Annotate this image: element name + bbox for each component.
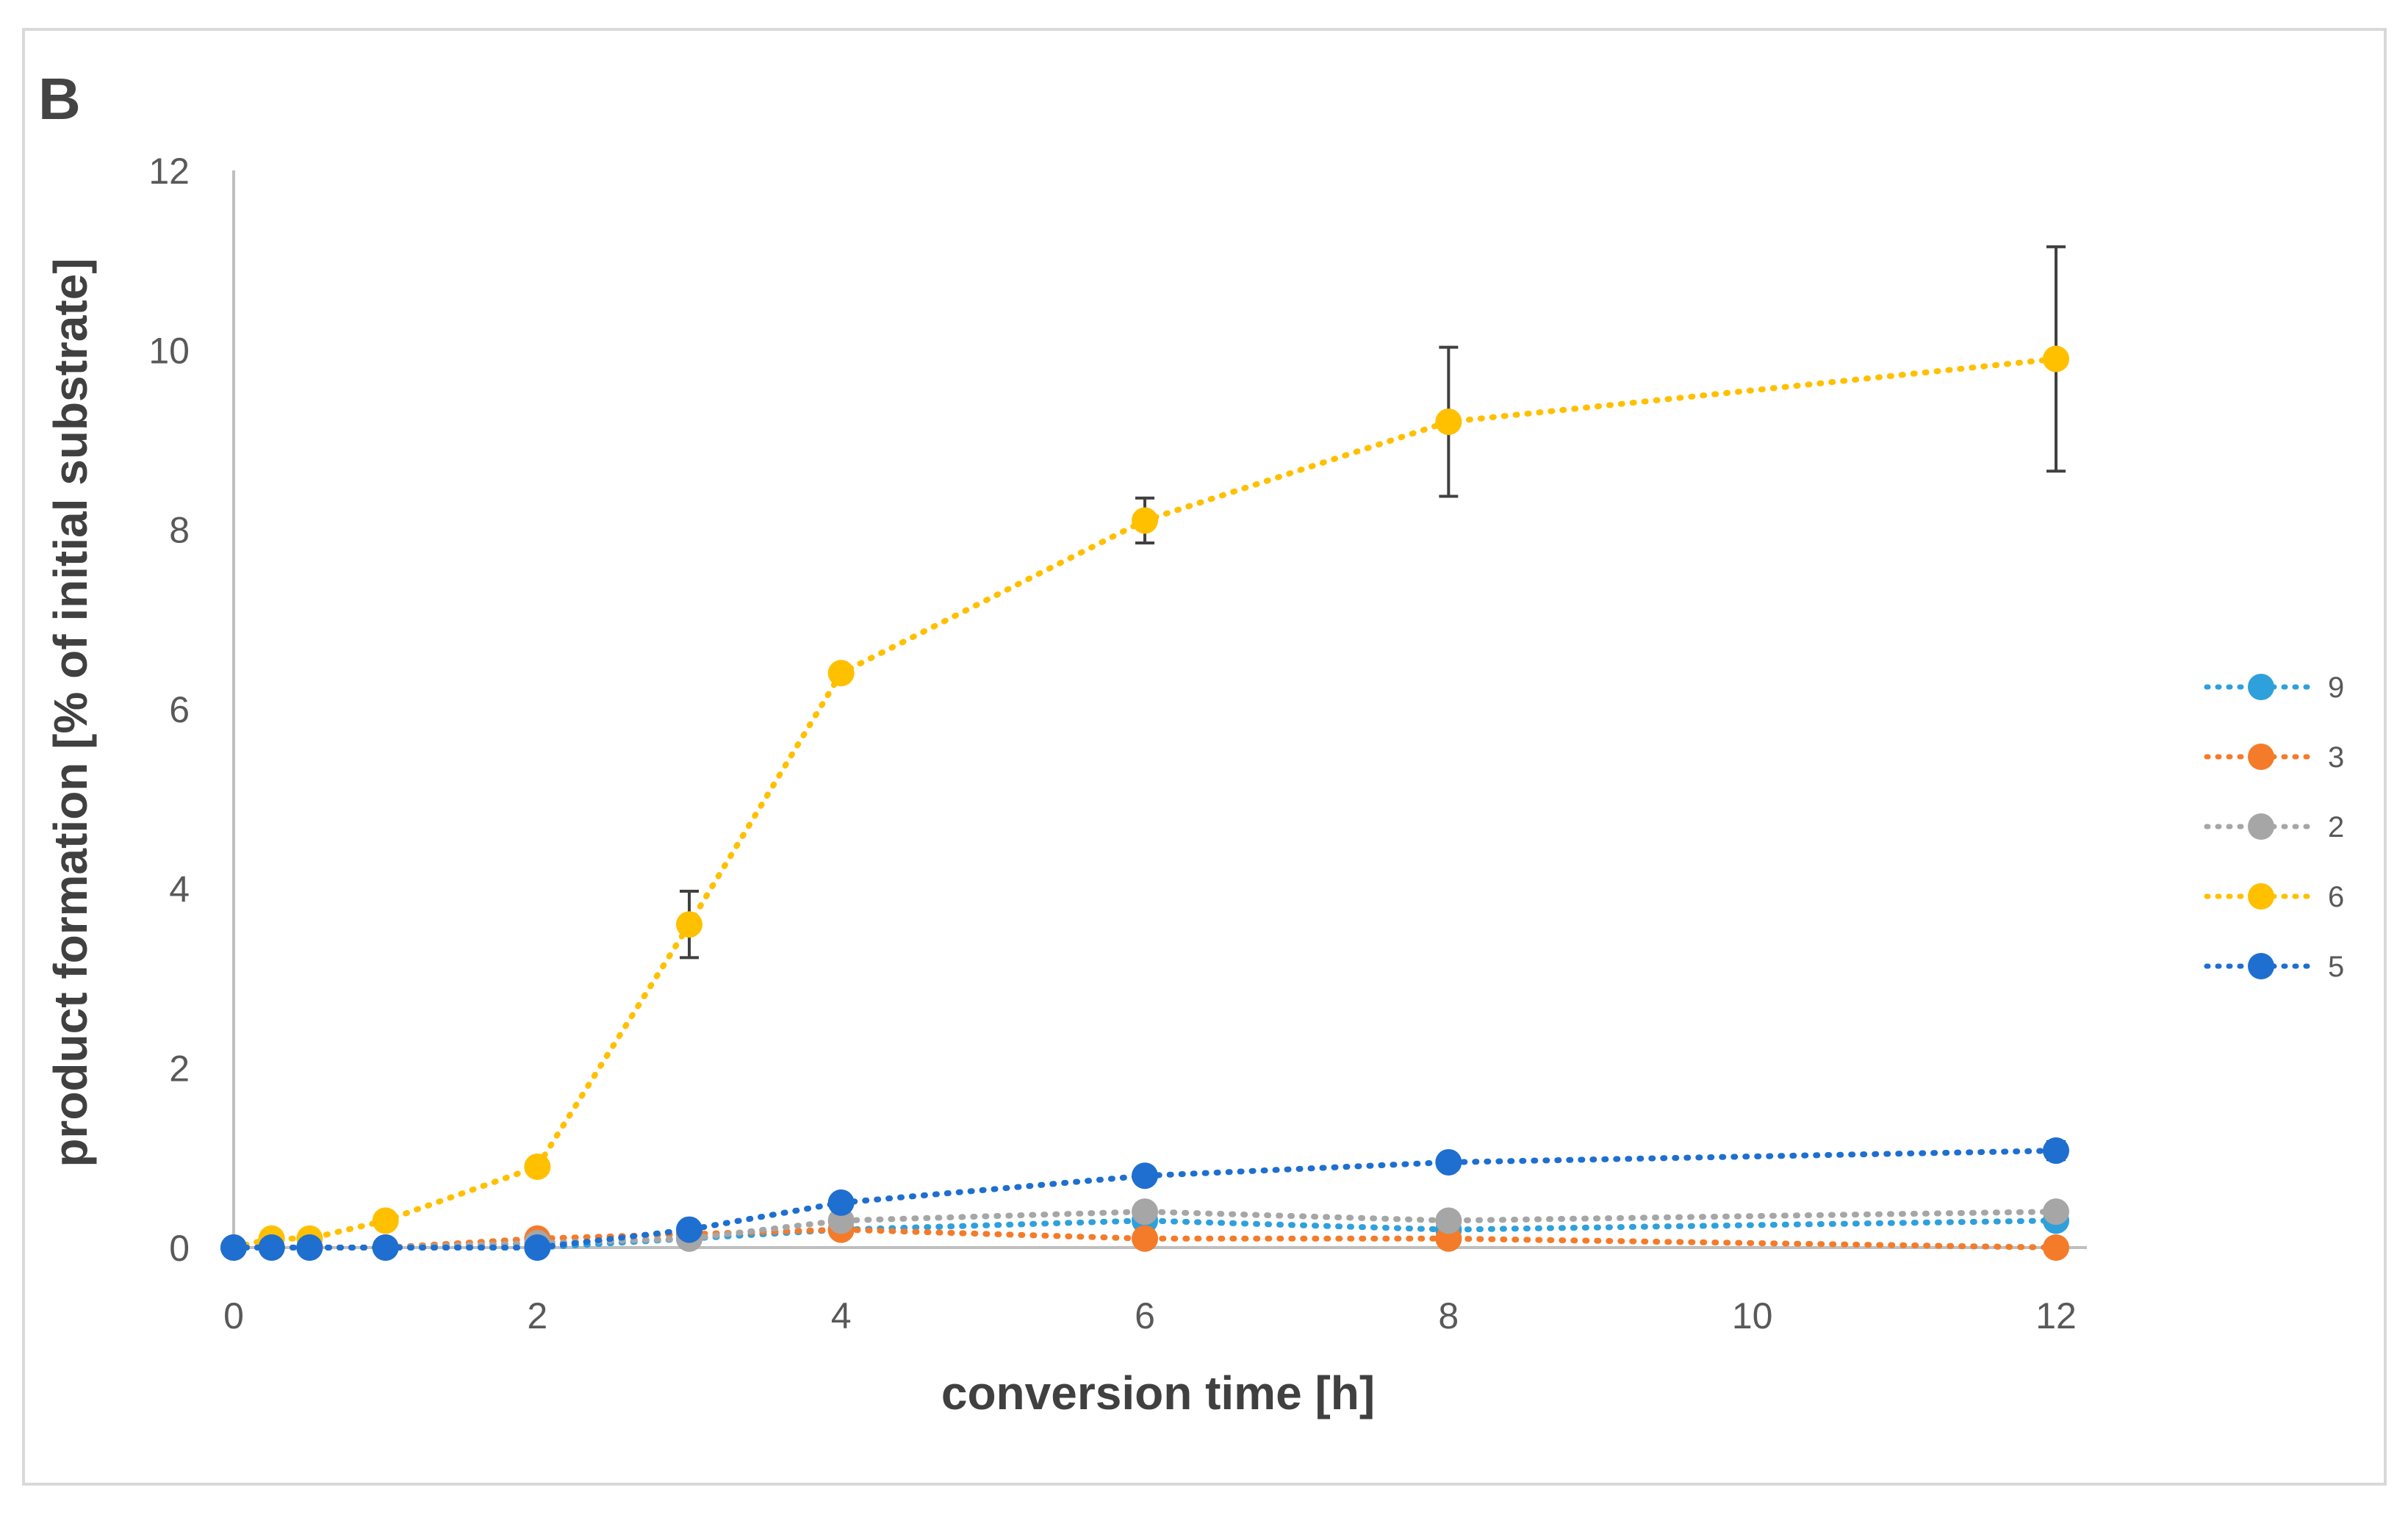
data-point — [2043, 1234, 2069, 1261]
data-point — [524, 1154, 551, 1181]
y-tick-label: 2 — [169, 1048, 190, 1090]
legend-label: 3 — [2328, 741, 2344, 774]
x-tick-label: 12 — [2035, 1295, 2077, 1336]
series-6 — [220, 245, 2069, 1261]
y-tick-label: 8 — [169, 510, 190, 551]
x-axis-ticks: 0 2 4 6 8 10 12 — [223, 1295, 2077, 1336]
legend-marker — [2248, 813, 2274, 840]
data-point — [2043, 1137, 2069, 1165]
data-point — [827, 1189, 855, 1216]
series-line-5 — [231, 1148, 2059, 1250]
legend-marker — [2248, 744, 2274, 770]
y-tick-label: 0 — [169, 1228, 190, 1269]
data-point — [2043, 345, 2069, 373]
data-point — [372, 1207, 399, 1234]
legend-item-2: 2 — [2204, 811, 2344, 843]
y-tick-label: 12 — [148, 151, 190, 192]
legend-marker — [2248, 883, 2274, 910]
data-point — [1132, 507, 1158, 534]
data-point — [1435, 1148, 1462, 1176]
data-point — [676, 911, 702, 938]
data-point — [296, 1234, 323, 1261]
data-point — [1132, 1198, 1158, 1226]
legend-item-5: 5 — [2204, 951, 2344, 983]
data-point — [372, 1234, 399, 1261]
legend-item-3: 3 — [2204, 741, 2344, 774]
data-point — [2043, 1198, 2069, 1226]
y-axis-title: product formation [% of initial substrat… — [44, 258, 97, 1167]
axes — [232, 170, 2087, 1249]
data-point — [1132, 1162, 1158, 1190]
legend-label: 6 — [2328, 881, 2344, 913]
y-tick-label: 4 — [169, 868, 190, 910]
legend-label: 9 — [2328, 672, 2344, 704]
legend-label: 5 — [2328, 951, 2344, 983]
data-point — [1435, 1207, 1462, 1234]
legend-label: 2 — [2328, 811, 2344, 843]
series-layer — [220, 245, 2069, 1261]
series-5 — [220, 1137, 2069, 1261]
y-tick-label: 10 — [148, 330, 190, 371]
data-point — [220, 1234, 247, 1261]
legend-item-6: 6 — [2204, 881, 2344, 913]
x-tick-label: 4 — [831, 1295, 852, 1336]
x-tick-label: 10 — [1732, 1295, 1773, 1336]
data-point — [676, 1216, 702, 1243]
data-point — [1132, 1225, 1158, 1252]
y-axis-ticks: 0 2 4 6 8 10 12 — [148, 151, 190, 1269]
data-point — [258, 1234, 285, 1261]
panel-label: B — [38, 66, 81, 132]
data-point — [827, 660, 855, 687]
data-point — [1435, 409, 1462, 436]
x-axis-title: conversion time [h] — [941, 1367, 1375, 1419]
figure-frame — [22, 28, 2387, 1486]
legend-item-9: 9 — [2204, 672, 2344, 704]
legend: 9 3 2 6 5 — [2204, 672, 2344, 983]
x-tick-label: 0 — [223, 1295, 244, 1336]
series-line-6 — [231, 356, 2059, 1250]
legend-marker — [2248, 953, 2274, 979]
x-tick-label: 2 — [527, 1295, 547, 1336]
x-tick-label: 6 — [1135, 1295, 1155, 1336]
x-tick-label: 8 — [1438, 1295, 1459, 1336]
y-tick-label: 6 — [169, 689, 190, 730]
data-point — [524, 1234, 551, 1261]
legend-marker — [2248, 674, 2274, 700]
